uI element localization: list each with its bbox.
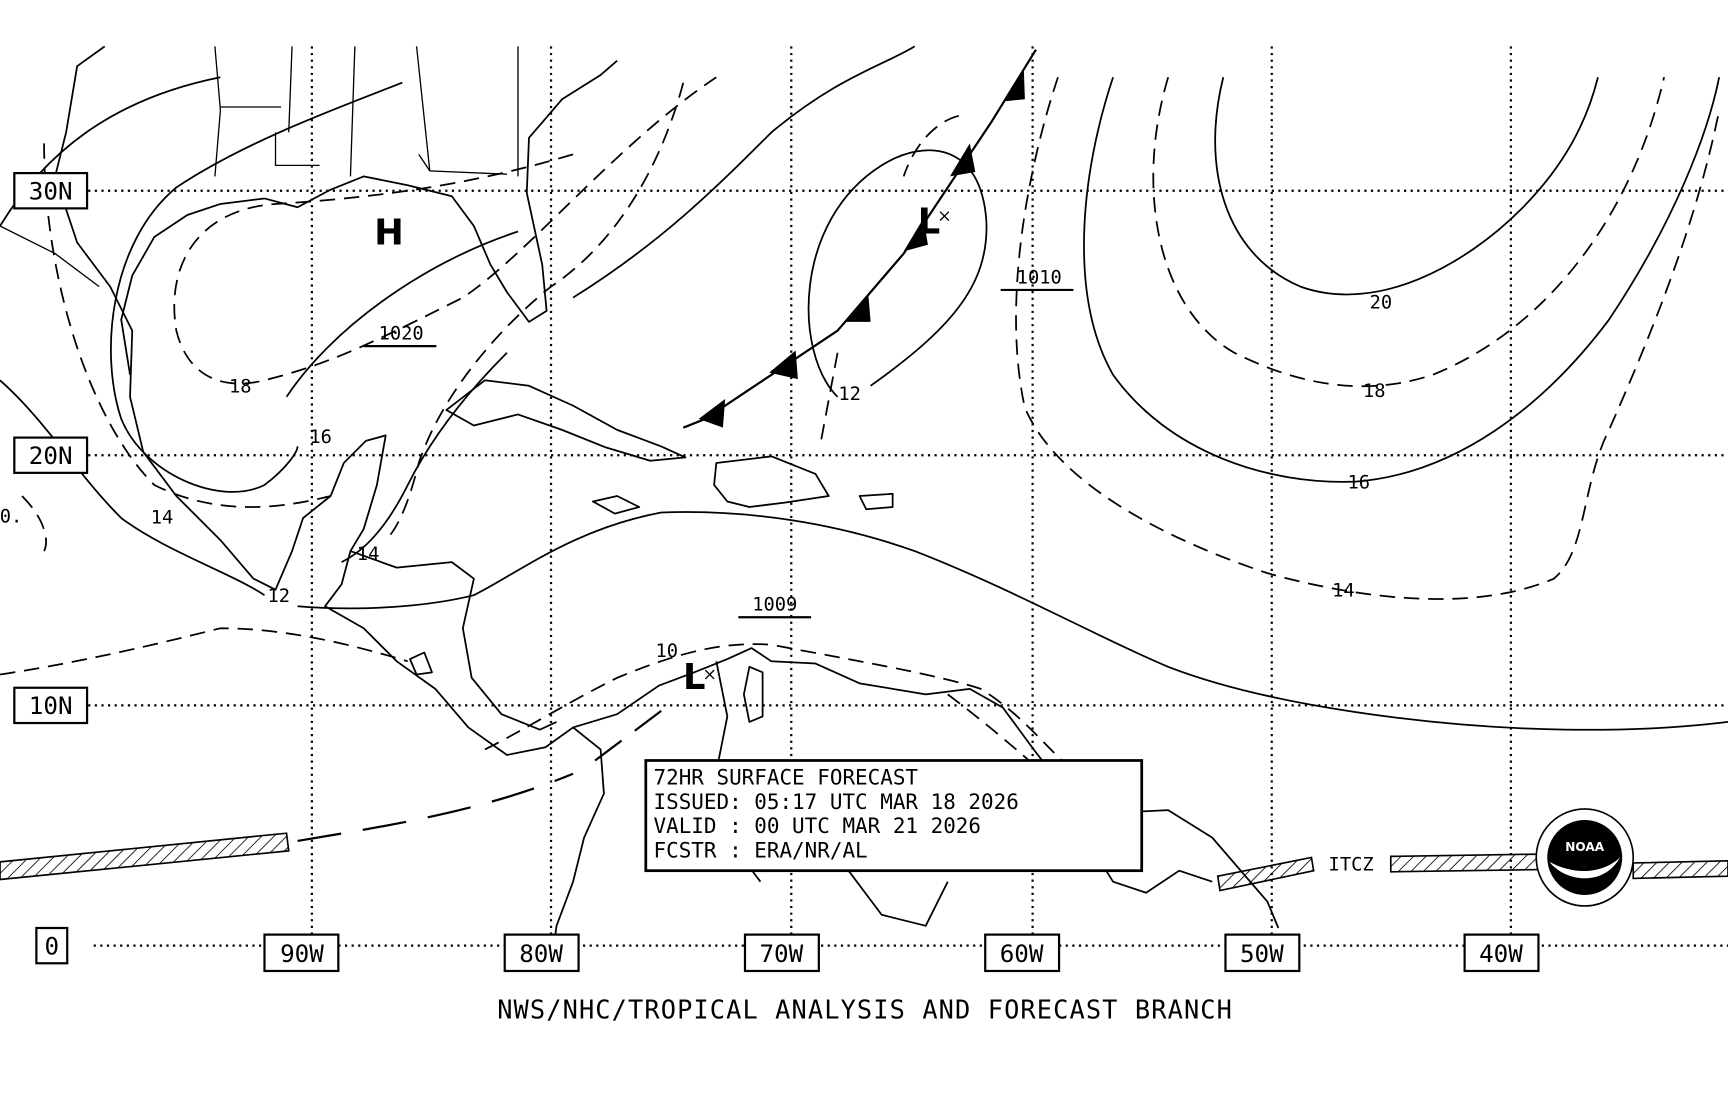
lon-label-80w: 80W: [519, 939, 563, 968]
lat-label-20n: 20N: [29, 441, 73, 470]
latitude-labels: 30N 20N 10N 0: [13, 172, 89, 965]
high-pressure-center: H: [374, 213, 404, 254]
noaa-logo: NOAA: [1535, 808, 1635, 907]
longitude-labels: 90W 80W 70W 60W 50W 40W: [263, 933, 1540, 973]
isobar-label: 18: [1363, 381, 1386, 402]
lon-label-40w: 40W: [1479, 939, 1523, 968]
lat-label-10n: 10N: [29, 691, 73, 720]
lake-nicaragua: [409, 651, 433, 676]
low-center-marker: [704, 669, 715, 680]
isobar-label: 18: [229, 376, 252, 397]
lat-label-30n: 30N: [29, 177, 73, 206]
pressure-1009: 1009: [752, 595, 797, 616]
low-center-marker: [939, 211, 950, 221]
isobar-label: 14: [357, 544, 380, 565]
lake-maracaibo: [742, 665, 764, 723]
pressure-1010: 1010: [1017, 267, 1062, 288]
lat-label-0: 0: [44, 931, 59, 960]
isobar-label: 20: [1370, 293, 1393, 314]
isobar-label: 14: [151, 508, 174, 529]
lon-label-70w: 70W: [759, 939, 803, 968]
isobar-label: 16: [1348, 472, 1371, 493]
isobars: [0, 45, 1728, 861]
isobar-label: 12: [268, 586, 291, 607]
lon-label-60w: 60W: [1000, 939, 1044, 968]
issued-time: ISSUED: 05:17 UTC MAR 18 2026: [654, 790, 1019, 814]
us-state-borders: [214, 46, 519, 177]
isobar-label: 0.: [0, 506, 22, 527]
itcz-label: ITCZ: [1329, 855, 1374, 876]
footer-credit: NWS/NHC/TROPICAL ANALYSIS AND FORECAST B…: [497, 994, 1233, 1024]
yucatan-central-america: [253, 434, 605, 968]
isobar-label: 10: [655, 641, 678, 662]
lon-label-90w: 90W: [280, 939, 324, 968]
puerto-rico: [858, 492, 894, 511]
isobar-label: 12: [838, 384, 861, 405]
isobar-label: 14: [1332, 580, 1355, 601]
hispaniola: [713, 455, 830, 508]
central-pressure-labels: 1020 1010 1009: [363, 267, 1074, 619]
mexico-border: [0, 225, 100, 288]
forecaster: FCSTR : ERA/NR/AL: [654, 838, 868, 862]
low-pressure-center-caribbean: L: [683, 657, 705, 698]
lat-lon-grid: [88, 46, 1728, 947]
isobar-labels: 18 16 14 14 12 10 12 20 18 16 14 0.: [0, 293, 1392, 662]
valid-time: VALID : 00 UTC MAR 21 2026: [654, 814, 982, 838]
pressure-1020: 1020: [379, 324, 424, 345]
forecast-title: 72HR SURFACE FORECAST: [654, 766, 919, 790]
cuba: [445, 379, 687, 462]
coastlines: [0, 45, 1280, 968]
lon-label-50w: 50W: [1240, 939, 1284, 968]
jamaica: [592, 495, 641, 515]
cold-front: [682, 49, 1037, 429]
forecast-info-box: 72HR SURFACE FORECAST ISSUED: 05:17 UTC …: [644, 759, 1144, 873]
isobar-label: 16: [309, 427, 332, 448]
noaa-logo-text: NOAA: [1565, 840, 1604, 854]
gulf-coast: [54, 45, 618, 580]
low-pressure-center-atlantic: L: [918, 202, 940, 243]
